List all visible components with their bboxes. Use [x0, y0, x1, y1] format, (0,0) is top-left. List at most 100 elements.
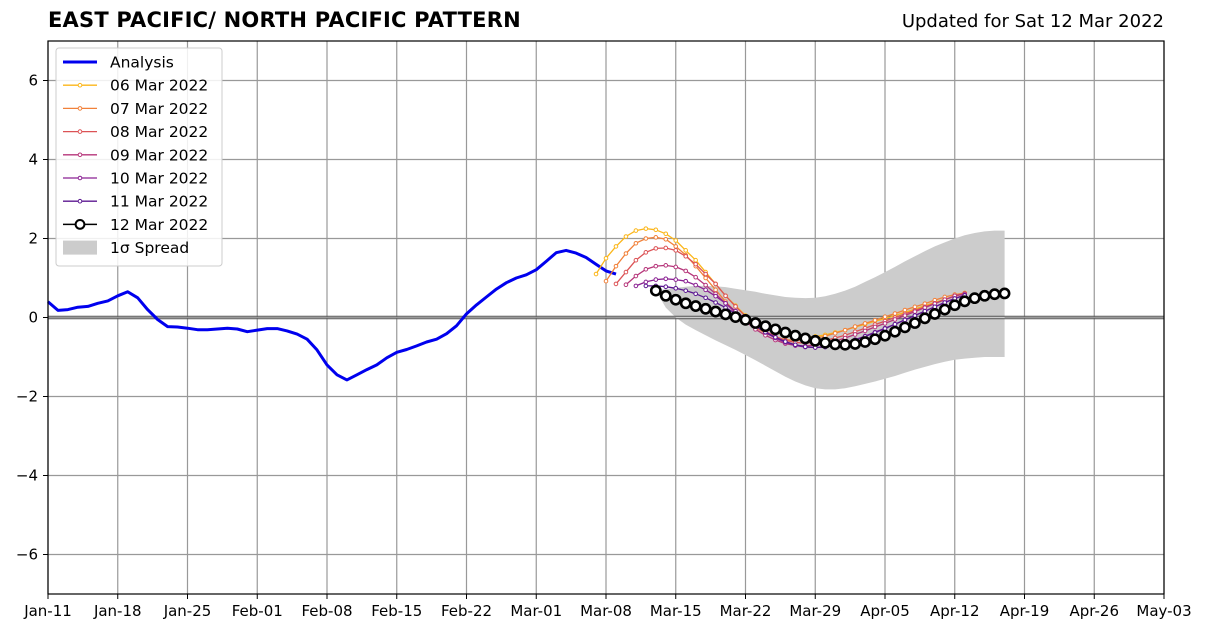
forecast-point-10-mar-2022 — [723, 300, 728, 306]
forecast-point-09-mar-2022 — [882, 321, 888, 326]
forecast-point-12-mar-2022 — [729, 311, 742, 324]
forecast-point-10-mar-2022 — [643, 279, 649, 285]
forecast-point-08-mar-2022 — [703, 271, 708, 277]
forecast-point-10-mar-2022 — [713, 293, 718, 299]
forecast-point-07-mar-2022 — [663, 236, 669, 242]
forecast-point-12-mar-2022 — [679, 297, 692, 310]
x-tick-label: Apr-19 — [1000, 602, 1050, 620]
forecast-point-10-mar-2022 — [633, 283, 639, 289]
forecast-point-08-mar-2022 — [713, 281, 718, 287]
forecast-point-07-mar-2022 — [603, 278, 609, 284]
forecast-point-12-mar-2022 — [809, 334, 822, 347]
forecast-point-09-mar-2022 — [872, 324, 878, 330]
x-tick-label: Jan-18 — [93, 602, 142, 620]
forecast-point-07-mar-2022 — [842, 327, 848, 333]
forecast-point-11-mar-2022 — [912, 313, 918, 318]
forecast-point-09-mar-2022 — [703, 282, 708, 288]
forecast-point-08-mar-2022 — [673, 248, 679, 253]
forecast-point-09-mar-2022 — [643, 267, 649, 272]
legend-label: 1σ Spread — [110, 239, 189, 257]
forecast-point-12-mar-2022 — [968, 292, 981, 305]
forecast-point-06-mar-2022 — [683, 248, 689, 253]
x-tick-label: Mar-01 — [510, 602, 562, 620]
forecast-point-12-mar-2022 — [769, 323, 782, 336]
forecast-point-12-mar-2022 — [879, 329, 891, 342]
forecast-point-07-mar-2022 — [832, 331, 838, 336]
forecast-point-08-mar-2022 — [633, 257, 639, 263]
forecast-point-06-mar-2022 — [663, 231, 669, 237]
forecast-point-06-mar-2022 — [643, 226, 649, 231]
forecast-point-12-mar-2022 — [749, 317, 762, 329]
x-tick-label: Feb-22 — [441, 602, 492, 620]
zero-line — [48, 315, 1164, 320]
analysis-line — [47, 248, 617, 382]
forecast-point-12-mar-2022 — [699, 302, 712, 315]
forecast-point-09-mar-2022 — [673, 264, 679, 270]
legend-label: 06 Mar 2022 — [110, 77, 208, 95]
x-tick-label: Jan-25 — [163, 602, 212, 620]
forecast-point-11-mar-2022 — [902, 317, 908, 323]
forecast-point-09-mar-2022 — [852, 332, 858, 337]
y-tick-label: −6 — [16, 546, 38, 564]
forecast-point-07-mar-2022 — [633, 240, 639, 246]
x-tick-label: Apr-05 — [860, 602, 910, 620]
forecast-point-09-mar-2022 — [902, 313, 908, 318]
forecast-point-12-mar-2022 — [669, 293, 682, 306]
forecast-point-12-mar-2022 — [829, 338, 842, 351]
forecast-point-11-mar-2022 — [783, 339, 788, 344]
forecast-point-08-mar-2022 — [683, 253, 689, 259]
forecast-point-11-mar-2022 — [663, 284, 669, 289]
forecast-point-12-mar-2022 — [789, 329, 802, 342]
forecast-point-06-mar-2022 — [673, 238, 679, 243]
axes: Jan-11 Jan-18 Jan-25 Feb-01 Feb-08 Feb-15 Feb-… — [16, 40, 1192, 620]
forecast-point-12-mar-2022 — [849, 338, 862, 350]
forecast-point-07-mar-2022 — [862, 321, 868, 326]
y-tick-label: 4 — [28, 151, 38, 169]
legend-swatch-marker — [77, 82, 83, 88]
legend-label: 10 Mar 2022 — [110, 170, 208, 188]
forecast-point-09-mar-2022 — [862, 328, 868, 334]
forecast-point-11-mar-2022 — [892, 321, 898, 327]
x-tick-label: Feb-08 — [301, 602, 352, 620]
x-tick-label: May-03 — [1136, 602, 1191, 620]
legend-swatch-marker — [77, 152, 83, 158]
forecast-point-12-mar-2022 — [928, 308, 941, 320]
chart-title: EAST PACIFIC/ NORTH PACIFIC PATTERN — [48, 8, 521, 32]
forecast-point-10-mar-2022 — [683, 278, 689, 284]
forecast-point-09-mar-2022 — [912, 309, 918, 314]
forecast-point-06-mar-2022 — [613, 244, 619, 249]
forecast-point-10-mar-2022 — [653, 277, 659, 282]
forecast-point-10-mar-2022 — [693, 282, 698, 288]
forecast-point-11-mar-2022 — [713, 300, 718, 305]
x-tick-label: Feb-01 — [232, 602, 283, 620]
forecast-point-12-mar-2022 — [649, 284, 662, 297]
forecast-point-08-mar-2022 — [723, 293, 728, 299]
legend-label: 08 Mar 2022 — [110, 123, 208, 141]
forecast-point-12-mar-2022 — [759, 320, 772, 333]
forecast-point-09-mar-2022 — [653, 263, 659, 269]
forecast-point-12-mar-2022 — [908, 317, 921, 329]
forecast-point-12-mar-2022 — [819, 336, 832, 349]
forecast-point-12-mar-2022 — [689, 300, 702, 312]
legend-label: 11 Mar 2022 — [110, 193, 208, 211]
x-tick-label: Mar-22 — [720, 602, 772, 620]
legend-swatch-marker — [74, 219, 86, 230]
legend-box — [55, 47, 223, 267]
legend-swatch-spread — [63, 240, 97, 255]
forecast-point-12-mar-2022 — [889, 325, 901, 338]
forecast-point-12-mar-2022 — [739, 313, 752, 326]
forecast-point-12-mar-2022 — [709, 305, 722, 318]
spread-band — [655, 230, 1005, 390]
forecast-point-07-mar-2022 — [673, 244, 679, 249]
forecast-point-09-mar-2022 — [892, 317, 898, 322]
legend-swatch-marker — [77, 175, 83, 181]
forecast-point-12-mar-2022 — [659, 289, 672, 302]
forecast-point-12-mar-2022 — [958, 295, 971, 308]
y-tick-label: 2 — [28, 230, 38, 248]
forecast-point-08-mar-2022 — [613, 281, 619, 287]
forecast-point-11-mar-2022 — [703, 295, 708, 301]
forecast-point-10-mar-2022 — [673, 277, 679, 282]
forecast-point-07-mar-2022 — [643, 236, 649, 241]
forecast-point-11-mar-2022 — [693, 291, 698, 297]
